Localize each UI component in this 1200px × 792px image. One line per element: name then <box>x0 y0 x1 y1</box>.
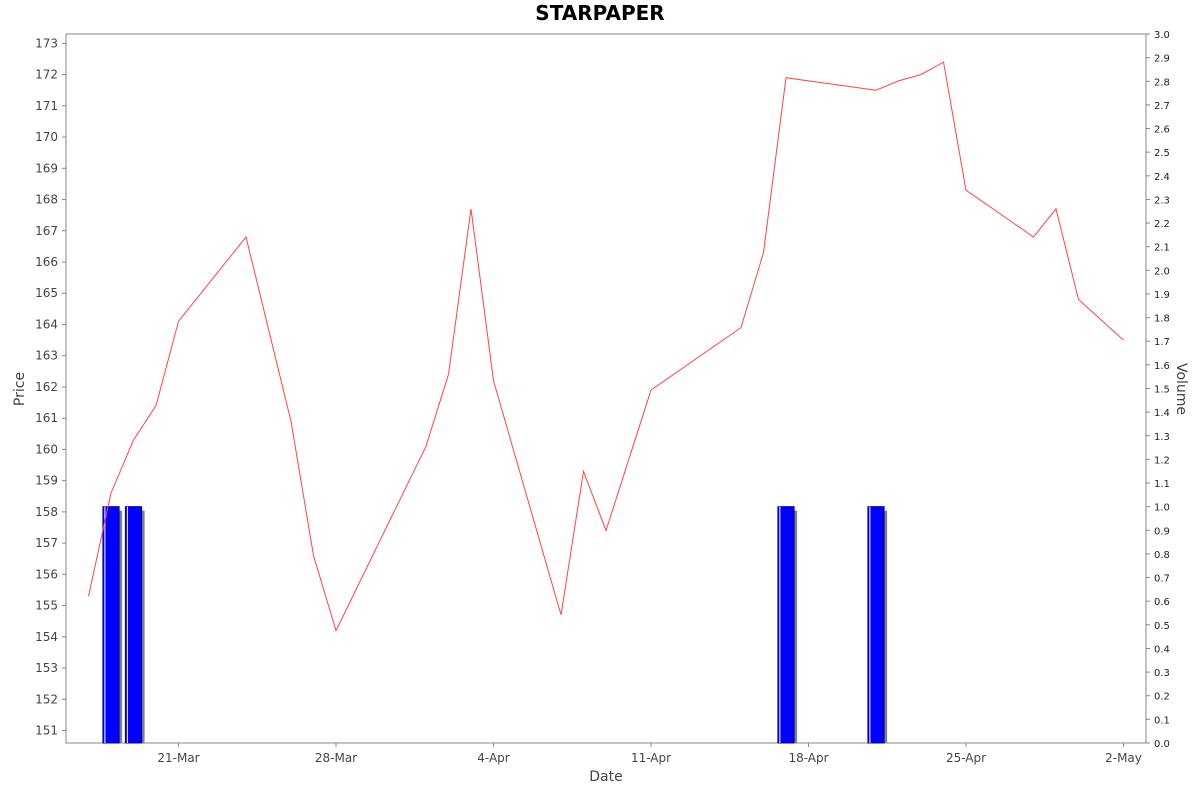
volume-tick-label: 1.9 <box>1154 290 1170 301</box>
price-tick-label: 168 <box>35 193 58 207</box>
volume-tick-label: 1.1 <box>1154 479 1170 490</box>
price-tick-label: 163 <box>35 349 58 363</box>
volume-tick-label: 0.4 <box>1154 644 1170 655</box>
date-tick-label: 2-May <box>1105 751 1142 765</box>
volume-tick-label: 2.5 <box>1154 148 1170 159</box>
x-axis-title: Date <box>589 769 622 785</box>
price-tick-label: 155 <box>35 599 58 613</box>
volume-bar <box>102 506 120 744</box>
volume-axis: 0.0 0.1 0.2 0.3 0.4 0.5 0.6 0.7 0.8 0.9 1.0 1.1 1.2 1… <box>1146 30 1170 750</box>
volume-bars <box>102 506 888 744</box>
price-tick-label: 172 <box>35 68 58 82</box>
volume-tick-label: 0.5 <box>1154 621 1170 632</box>
price-tick-label: 152 <box>35 692 58 706</box>
price-tick-label: 157 <box>35 536 58 550</box>
volume-tick-label: 0.1 <box>1154 715 1170 726</box>
price-tick-label: 151 <box>35 724 58 738</box>
y-axis-title: Price <box>12 372 28 406</box>
price-tick-label: 161 <box>35 411 58 425</box>
price-tick-label: 154 <box>35 630 58 644</box>
price-tick-label: 165 <box>35 286 58 300</box>
date-tick-label: 25-Apr <box>946 751 986 765</box>
volume-tick-label: 0.8 <box>1154 550 1170 561</box>
y2-axis-title: Volume <box>1173 363 1189 415</box>
volume-tick-label: 1.4 <box>1154 408 1170 419</box>
date-tick-label: 28-Mar <box>315 751 357 765</box>
volume-tick-label: 0.0 <box>1154 739 1170 750</box>
volume-tick-label: 1.3 <box>1154 432 1170 443</box>
volume-tick-label: 2.0 <box>1154 266 1170 277</box>
volume-tick-label: 2.7 <box>1154 101 1170 112</box>
price-tick-label: 169 <box>35 161 58 175</box>
volume-tick-label: 1.0 <box>1154 503 1170 514</box>
chart-title: STARPAPER <box>535 1 664 25</box>
price-tick-label: 153 <box>35 661 58 675</box>
volume-tick-label: 1.7 <box>1154 337 1170 348</box>
date-tick-label: 4-Apr <box>477 751 510 765</box>
price-line <box>88 61 1124 632</box>
volume-tick-label: 2.1 <box>1154 243 1170 254</box>
volume-tick-label: 0.7 <box>1154 574 1170 585</box>
volume-tick-label: 0.3 <box>1154 668 1170 679</box>
volume-tick-label: 0.9 <box>1154 526 1170 537</box>
price-tick-label: 162 <box>35 380 58 394</box>
volume-tick-label: 1.8 <box>1154 314 1170 325</box>
volume-tick-label: 1.2 <box>1154 455 1170 466</box>
volume-tick-label: 2.8 <box>1154 77 1170 88</box>
volume-tick-label: 1.6 <box>1154 361 1170 372</box>
volume-tick-label: 2.3 <box>1154 195 1170 206</box>
price-tick-label: 171 <box>35 99 58 113</box>
volume-bar <box>867 506 885 744</box>
date-tick-label: 21-Mar <box>157 751 199 765</box>
volume-tick-label: 2.6 <box>1154 125 1170 136</box>
date-axis: 21-Mar 28-Mar 4-Apr 11-Apr 18-Apr 25-Apr 2-May <box>157 743 1142 765</box>
price-tick-label: 158 <box>35 505 58 519</box>
price-tick-label: 159 <box>35 474 58 488</box>
volume-tick-label: 0.2 <box>1154 692 1170 703</box>
volume-tick-label: 2.4 <box>1154 172 1170 183</box>
volume-bar <box>777 506 795 744</box>
price-tick-label: 164 <box>35 317 58 331</box>
price-tick-label: 170 <box>35 130 58 144</box>
volume-bar <box>124 506 143 744</box>
volume-tick-label: 3.0 <box>1154 30 1170 41</box>
plot-area <box>65 33 1147 744</box>
price-tick-label: 166 <box>35 255 58 269</box>
price-tick-label: 160 <box>35 442 58 456</box>
volume-tick-label: 0.6 <box>1154 597 1170 608</box>
volume-tick-label: 2.9 <box>1154 54 1170 65</box>
price-axis: 151 152 153 154 155 156 157 158 159 160 161 162 163 1… <box>35 36 66 738</box>
volume-tick-label: 1.5 <box>1154 385 1170 396</box>
date-tick-label: 18-Apr <box>788 751 828 765</box>
volume-tick-label: 2.2 <box>1154 219 1170 230</box>
price-tick-label: 167 <box>35 224 58 238</box>
date-tick-label: 11-Apr <box>631 751 671 765</box>
price-tick-label: 156 <box>35 567 58 581</box>
price-tick-label: 173 <box>35 36 58 50</box>
